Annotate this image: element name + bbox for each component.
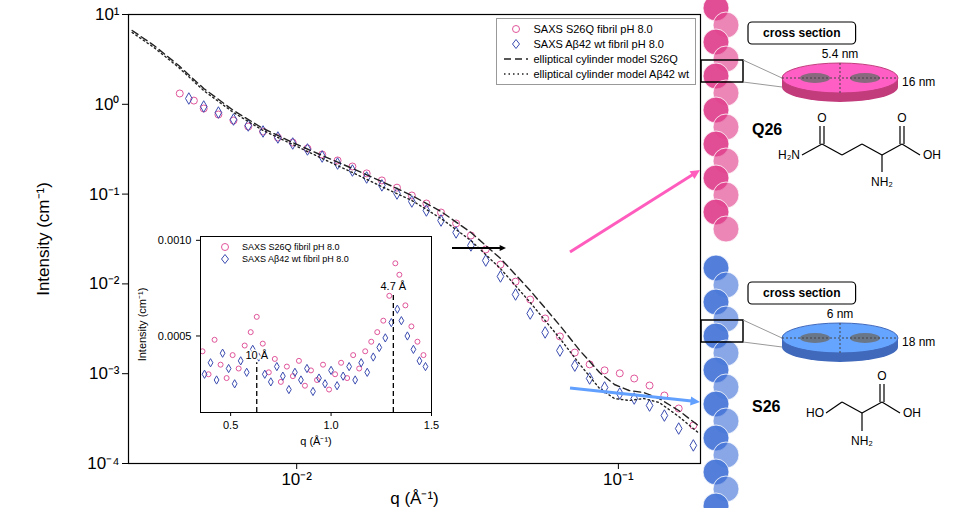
svg-text:1.0: 1.0 [323, 419, 338, 431]
svg-text:cross section: cross section [763, 286, 840, 300]
svg-text:NH₂: NH₂ [851, 434, 873, 448]
svg-text:10⁻¹: 10⁻¹ [89, 185, 120, 204]
svg-text:HO: HO [806, 406, 824, 420]
svg-text:Intensity (cm⁻¹): Intensity (cm⁻¹) [136, 288, 148, 362]
svg-text:5.4 nm: 5.4 nm [822, 47, 859, 61]
svg-text:6 nm: 6 nm [827, 307, 854, 321]
svg-text:0.0010: 0.0010 [158, 234, 192, 246]
svg-text:10 Å: 10 Å [245, 349, 268, 361]
svg-text:Intensity (cm⁻¹): Intensity (cm⁻¹) [34, 182, 53, 296]
svg-text:10⁻³: 10⁻³ [89, 364, 120, 383]
svg-text:0.5: 0.5 [223, 419, 238, 431]
html-text:SAXS S26Q fibril pH 8.0: SAXS S26Q fibril pH 8.0 [533, 23, 653, 35]
svg-text:NH₂: NH₂ [871, 175, 893, 189]
svg-text:0.0005: 0.0005 [158, 329, 192, 341]
svg-text:H₂N: H₂N [778, 148, 800, 162]
svg-text:O: O [897, 111, 906, 125]
svg-text:q (Å⁻¹): q (Å⁻¹) [390, 489, 439, 508]
svg-text:OH: OH [903, 406, 921, 420]
svg-text:16 nm: 16 nm [902, 75, 935, 89]
svg-text:10⁻⁴: 10⁻⁴ [87, 454, 119, 473]
svg-text:Q26: Q26 [752, 121, 782, 138]
svg-text:O: O [817, 111, 826, 125]
svg-text:4.7 Å: 4.7 Å [380, 280, 406, 292]
svg-text:OH: OH [923, 148, 941, 162]
svg-text:18 nm: 18 nm [902, 335, 935, 349]
svg-text:10⁻¹: 10⁻¹ [603, 470, 634, 489]
svg-text:10¹: 10¹ [95, 5, 120, 24]
svg-text:q (Å⁻¹): q (Å⁻¹) [300, 435, 332, 447]
html-text:elliptical cylinder model S26Q: elliptical cylinder model S26Q [533, 52, 678, 65]
svg-text:10⁻²: 10⁻² [89, 274, 120, 293]
html-text:SAXS Aβ42 wt fibril pH 8.0: SAXS Aβ42 wt fibril pH 8.0 [242, 254, 349, 265]
svg-text:cross section: cross section [763, 26, 840, 40]
svg-text:10⁰: 10⁰ [95, 95, 120, 114]
svg-text:O: O [877, 369, 886, 383]
html-text:SAXS Aβ42 wt fibril pH 8.0: SAXS Aβ42 wt fibril pH 8.0 [533, 37, 664, 50]
svg-text:1.5: 1.5 [424, 419, 439, 431]
html-text:elliptical cylinder model Aβ42: elliptical cylinder model Aβ42 wt [533, 67, 689, 80]
html-text:SAXS S26Q fibril pH 8.0: SAXS S26Q fibril pH 8.0 [242, 242, 340, 252]
svg-text:10⁻²: 10⁻² [281, 470, 312, 489]
svg-text:S26: S26 [752, 398, 781, 415]
